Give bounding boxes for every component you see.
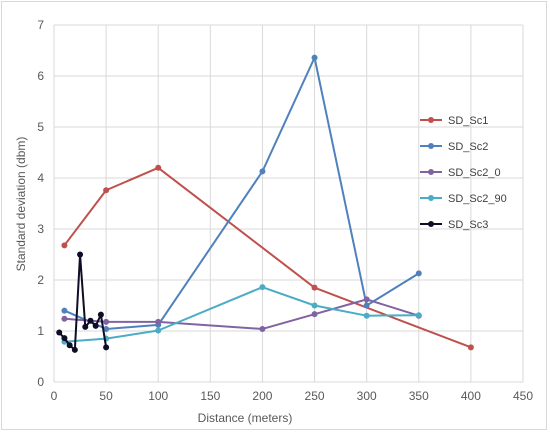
legend-swatch-marker <box>428 169 434 175</box>
data-point <box>311 311 318 318</box>
grid <box>53 24 524 383</box>
legend-swatch-marker <box>428 221 434 227</box>
series-SD_Sc2_90 <box>61 284 422 345</box>
legend-item-SD_Sc1: SD_Sc1 <box>420 115 488 127</box>
data-point <box>155 327 162 334</box>
y-tick-label: 5 <box>37 120 44 134</box>
legend-swatch-marker <box>428 143 434 149</box>
y-axis-title: Standard deviation (dbm) <box>14 137 28 272</box>
data-point <box>97 311 104 318</box>
x-tick-label: 300 <box>357 389 377 403</box>
x-tick-label: 350 <box>409 389 429 403</box>
series-line <box>64 56 420 330</box>
data-point <box>415 312 422 319</box>
y-tick-label: 7 <box>37 18 44 32</box>
y-tick-label: 6 <box>37 69 44 83</box>
data-point <box>61 335 68 342</box>
y-tick-label: 1 <box>37 324 44 338</box>
x-tick-label: 250 <box>305 389 325 403</box>
data-point <box>103 318 110 325</box>
legend-label: SD_Sc2_0 <box>448 167 501 179</box>
data-point <box>61 315 68 322</box>
x-tick-label: 0 <box>51 389 58 403</box>
data-point <box>363 312 370 319</box>
legend-item-SD_Sc2_0: SD_Sc2_0 <box>420 167 501 179</box>
series <box>56 54 474 353</box>
series-SD_Sc3 <box>56 251 110 353</box>
data-point <box>66 342 73 349</box>
y-tick-label: 2 <box>37 273 44 287</box>
data-point <box>467 344 474 351</box>
data-point <box>87 317 94 324</box>
x-tick-label: 450 <box>513 389 533 403</box>
data-point <box>103 187 110 194</box>
data-point <box>155 164 162 171</box>
legend-label: SD_Sc3 <box>448 219 488 231</box>
y-tick-label: 0 <box>37 375 44 389</box>
data-point <box>363 302 370 309</box>
data-point <box>311 54 318 61</box>
x-axis-title: Distance (meters) <box>198 411 293 425</box>
data-point <box>259 325 266 332</box>
data-point <box>61 242 68 249</box>
series-SD_Sc2 <box>61 54 422 332</box>
legend: SD_Sc1 SD_Sc2 SD_Sc2_0 SD_Sc2_90 SD_Sc3 <box>420 115 507 231</box>
x-tick-label: 150 <box>200 389 220 403</box>
legend-item-SD_Sc3: SD_Sc3 <box>420 219 488 231</box>
data-point <box>61 307 68 314</box>
data-point <box>363 296 370 303</box>
legend-label: SD_Sc1 <box>448 115 488 127</box>
data-point <box>82 323 89 330</box>
data-point <box>259 168 266 175</box>
x-tick-label: 400 <box>461 389 481 403</box>
axes: 0 50 100 150 200 250 300 350 400 450 0 1 2 3 4 5 6 7 <box>37 18 533 403</box>
series-line <box>63 166 472 349</box>
legend-swatch-marker <box>428 117 434 123</box>
x-tick-label: 100 <box>148 389 168 403</box>
data-point <box>103 325 110 332</box>
legend-item-SD_Sc2_90: SD_Sc2_90 <box>420 193 507 205</box>
data-point <box>77 251 84 258</box>
data-point <box>103 344 110 351</box>
legend-label: SD_Sc2_90 <box>448 193 507 205</box>
x-tick-label: 50 <box>99 389 113 403</box>
data-point <box>92 322 99 329</box>
series-line <box>58 253 108 351</box>
data-point <box>311 284 318 291</box>
data-point <box>56 329 63 336</box>
x-tick-label: 200 <box>252 389 272 403</box>
data-point <box>415 270 422 277</box>
data-point <box>259 284 266 291</box>
legend-item-SD_Sc2: SD_Sc2 <box>420 141 488 153</box>
y-tick-label: 3 <box>37 222 44 236</box>
legend-swatch-marker <box>428 195 434 201</box>
data-point <box>155 318 162 325</box>
y-tick-label: 4 <box>37 171 44 185</box>
legend-label: SD_Sc2 <box>448 141 488 153</box>
data-point <box>311 302 318 309</box>
data-point <box>71 346 78 353</box>
